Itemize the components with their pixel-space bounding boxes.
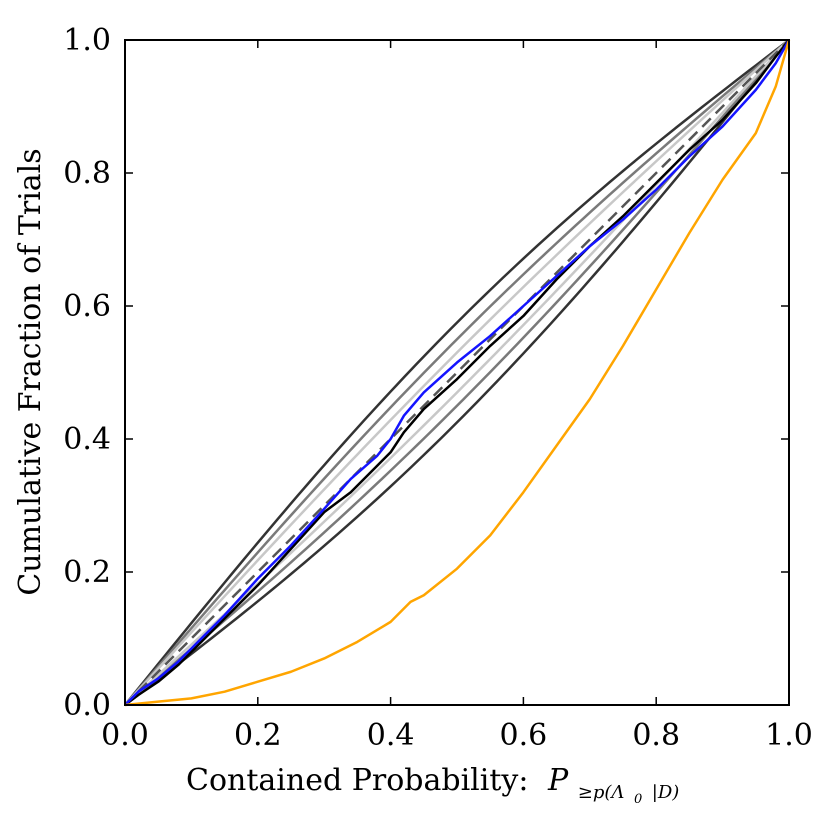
y-axis-label: Cumulative Fraction of Trials [13,148,48,595]
x-tick-label: 0.8 [632,718,680,753]
data-series [124,39,791,707]
series-orange-trials [124,39,791,707]
x-axis-label-math-p: P [547,763,569,798]
x-tick-label: 0.6 [500,718,548,753]
x-tick-label: 1.0 [765,718,813,753]
band-1sigma-upper [124,39,790,706]
x-axis: 0.0 0.2 0.4 0.6 0.8 1.0 [101,40,813,753]
y-tick-label: 0.4 [63,422,111,457]
x-axis-label-math-sub: ≥p(Λ [578,782,625,803]
y-tick-label: 1.0 [63,23,111,58]
band-2sigma-upper [124,39,790,706]
x-tick-label: 0.0 [101,718,149,753]
plot-frame [124,39,790,706]
y-tick-label: 0.8 [63,156,111,191]
series-black-trials [124,39,790,706]
reference-diagonal-line [124,39,790,706]
x-axis-label-text: Contained Probability: [186,763,528,798]
x-tick-label: 0.4 [367,718,415,753]
series-blue-trials [124,39,791,706]
x-tick-label: 0.2 [234,718,282,753]
y-tick-label: 0.2 [63,555,111,590]
band-3sigma-upper [124,39,790,706]
y-tick-label: 0.6 [63,289,111,324]
band-3sigma-lower [124,39,790,706]
reference-diagonal [124,39,790,706]
x-axis-label-math-subsub: 0 [634,792,642,807]
y-tick-label: 0.0 [63,688,111,723]
x-axis-label: Contained Probability: P ≥p(Λ 0 |D) [186,763,679,811]
x-axis-label-math-end: |D) [652,782,680,803]
y-axis: 0.0 0.2 0.4 0.6 0.8 1.0 [63,23,789,723]
